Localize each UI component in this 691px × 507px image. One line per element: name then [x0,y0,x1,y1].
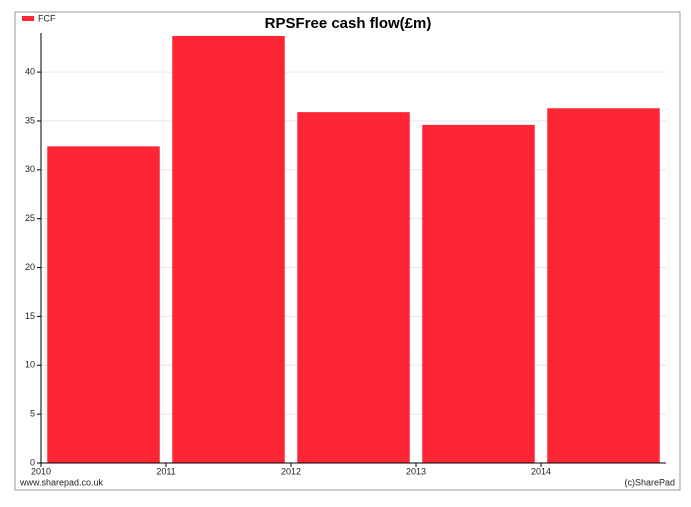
bar [172,35,285,463]
credit-text: (c)SharePad [624,477,675,487]
chart-frame [14,11,681,491]
y-tick-label: 25 [25,213,35,223]
legend-label: FCF [38,13,56,23]
x-tick-label: 2014 [531,466,551,476]
x-tick-label: 2012 [281,466,301,476]
bar [297,112,410,463]
y-tick-label: 0 [30,457,35,467]
legend-swatch [22,16,34,21]
y-tick-label: 30 [25,164,35,174]
bar [547,108,660,463]
x-tick-label: 2010 [31,466,51,476]
y-tick-label: 10 [25,360,35,370]
y-tick-label: 35 [25,115,35,125]
y-tick-label: 15 [25,311,35,321]
chart-title: RPSFree cash flow(£m) [265,15,432,32]
bar [422,124,535,463]
source-text: www.sharepad.co.uk [19,477,104,487]
y-tick-label: 20 [25,262,35,272]
y-tick-label: 5 [30,409,35,419]
x-tick-label: 2013 [406,466,426,476]
x-tick-label: 2011 [156,466,175,476]
y-tick-label: 40 [25,66,35,76]
bar [47,146,160,463]
